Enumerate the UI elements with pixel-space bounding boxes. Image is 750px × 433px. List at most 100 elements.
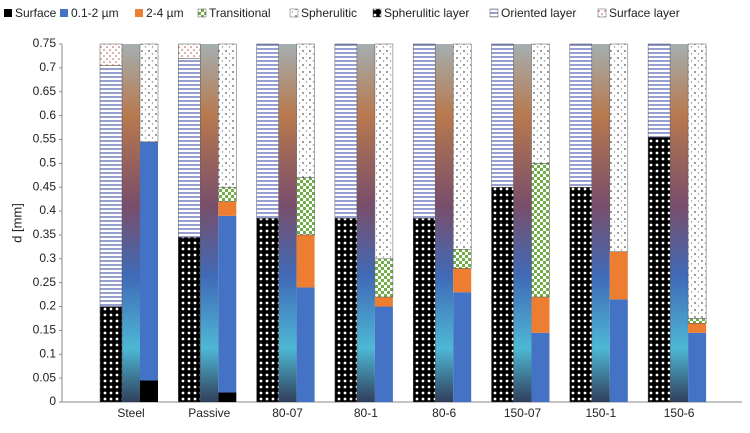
x-tick-label: 80-07 — [272, 406, 303, 420]
bar-segment — [218, 215, 237, 393]
bar-segment — [296, 287, 315, 402]
x-tick-label: 80-6 — [432, 406, 456, 420]
sample-image — [591, 44, 610, 402]
legend-label: Surface layer — [609, 6, 680, 20]
legend-label: 2-4 µm — [146, 6, 184, 20]
bar-segment — [491, 43, 514, 188]
bar-segment — [452, 43, 472, 250]
bar-segment — [296, 177, 315, 236]
bar-segment — [139, 43, 159, 143]
bar-segment — [178, 237, 201, 403]
bar-segment — [178, 43, 201, 59]
y-tick-label: 0.2 — [39, 299, 56, 313]
legend-label: Transitional — [209, 6, 271, 20]
bar-segment — [218, 186, 237, 202]
legend-label: Spherulitic — [301, 6, 357, 20]
bar-segment — [688, 323, 707, 333]
bar-segment — [334, 217, 358, 403]
bar-segment — [374, 296, 393, 307]
legend-swatch — [60, 9, 68, 17]
bar-segment — [569, 43, 593, 188]
legend-swatch — [489, 8, 499, 18]
y-tick-label: 0.15 — [33, 323, 57, 337]
y-tick-label: 0.55 — [33, 132, 57, 146]
bar-segment — [453, 268, 472, 293]
legend-swatch — [197, 8, 207, 18]
bar-segment — [609, 299, 628, 402]
y-tick-label: 0.65 — [33, 84, 57, 98]
y-tick-label: 0.25 — [33, 275, 57, 289]
legend-swatch — [135, 9, 143, 17]
y-tick-label: 0.45 — [33, 179, 57, 193]
sample-image — [356, 44, 375, 402]
legend-label: Oriented layer — [501, 6, 576, 20]
sample-image — [435, 44, 454, 402]
bar-segment — [687, 318, 707, 324]
y-axis-label: d [mm] — [9, 203, 24, 243]
bar-segment — [256, 217, 279, 403]
x-tick-label: 150-07 — [504, 406, 542, 420]
legend-label: Surface — [15, 6, 57, 20]
y-tick-label: 0.05 — [33, 370, 57, 384]
bar-segment — [374, 306, 393, 402]
bar-segment — [296, 43, 315, 178]
y-tick-label: 0.3 — [39, 251, 56, 265]
y-tick-label: 0.6 — [39, 108, 56, 122]
x-tick-label: Steel — [117, 406, 144, 420]
sample-image — [278, 44, 297, 402]
bar-segment — [688, 332, 707, 402]
x-tick-label: 80-1 — [354, 406, 378, 420]
bar-segment — [569, 186, 593, 403]
bar-segment — [99, 306, 123, 403]
x-tick-label: 150-1 — [585, 406, 616, 420]
bar-segment — [140, 141, 158, 381]
bar-segment — [453, 292, 472, 402]
y-tick-label: 0 — [49, 394, 56, 408]
bar-segment — [218, 43, 237, 188]
legend: Surface 0.1-2 µm 2-4 µm Transitional Spherul… — [4, 6, 680, 20]
legend-swatch — [289, 8, 299, 18]
sample-image — [122, 44, 140, 402]
bar-segment — [374, 43, 394, 260]
legend-label: 0.1-2 µm — [71, 6, 119, 20]
sample-image — [200, 44, 219, 402]
legend-swatch — [372, 8, 382, 18]
bar-segment — [99, 43, 123, 66]
legend-swatch — [4, 9, 12, 17]
bar-segment — [531, 43, 550, 164]
bar-segment — [687, 43, 707, 319]
legend-label: Spherulitic layer — [384, 6, 469, 20]
bar-segment — [412, 217, 436, 403]
bar-segment — [647, 43, 671, 138]
bar-segment — [99, 65, 123, 307]
bar-segment — [218, 392, 237, 402]
bar-segment — [531, 163, 550, 298]
bar-segment — [256, 43, 279, 219]
bar-segment — [609, 251, 628, 300]
bar-segment — [140, 380, 158, 402]
x-tick-label: Passive — [188, 406, 230, 420]
y-tick-label: 0.5 — [39, 156, 56, 170]
x-tick-label: 150-6 — [664, 406, 695, 420]
y-tick-label: 0.7 — [39, 60, 56, 74]
bar-segment — [334, 43, 358, 219]
bar-segment — [531, 296, 550, 333]
y-tick-label: 0.1 — [39, 346, 56, 360]
sample-image — [513, 44, 532, 402]
sample-image — [670, 44, 689, 402]
bar-segment — [296, 234, 315, 288]
bar-segment — [609, 43, 629, 252]
y-tick-label: 0.75 — [33, 36, 57, 50]
legend-swatch — [597, 8, 607, 18]
bar-segment — [531, 332, 550, 402]
y-tick-label: 0.4 — [39, 203, 56, 217]
bar-segment — [412, 43, 436, 219]
bar-segment — [452, 249, 472, 269]
bar-segment — [178, 58, 201, 238]
bar-segment — [647, 136, 671, 403]
y-tick-label: 0.35 — [33, 227, 57, 241]
bar-segment — [491, 186, 514, 403]
bar-segment — [374, 258, 394, 298]
bar-segment — [218, 201, 237, 216]
